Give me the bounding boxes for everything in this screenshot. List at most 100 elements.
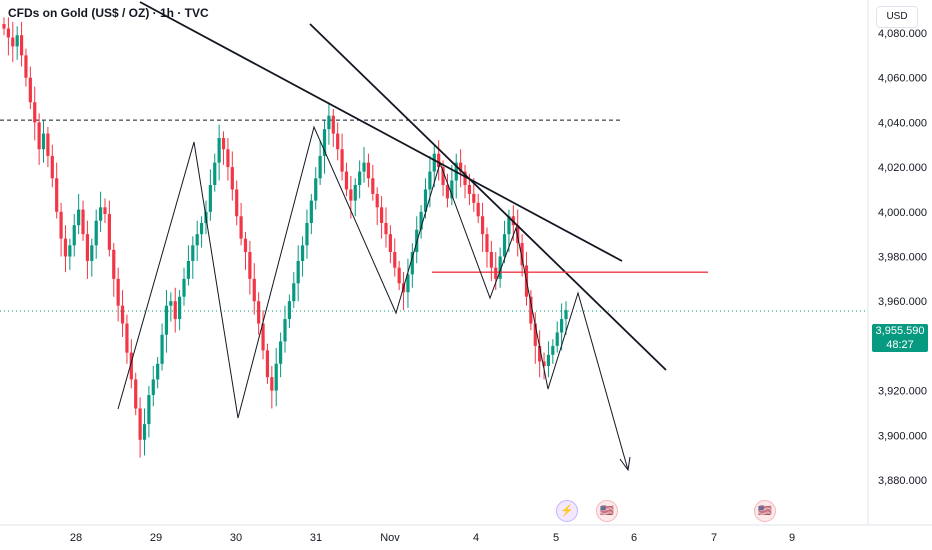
candle-body: [533, 323, 537, 346]
candle-body: [261, 323, 265, 351]
candle-body: [340, 149, 344, 172]
x-tick-label: 4: [473, 532, 479, 544]
x-tick-label: 30: [230, 532, 242, 544]
y-tick-label: 4,000.000: [878, 207, 927, 219]
candle-body: [134, 379, 138, 409]
candle-body: [362, 162, 366, 172]
candle-body: [384, 222, 388, 235]
candle-body: [485, 234, 489, 253]
candle-body: [243, 238, 248, 253]
candle-body: [366, 162, 371, 179]
last-price-tag: 3,955.590 48:27: [872, 324, 928, 352]
candle-body: [318, 155, 322, 179]
candle-body: [257, 301, 261, 324]
candle-body: [151, 379, 155, 396]
candle-body: [270, 377, 274, 391]
candle-body: [314, 178, 318, 201]
candle-body: [77, 209, 81, 226]
candle-body: [230, 167, 234, 190]
candle-body: [37, 122, 41, 150]
candle-body: [63, 238, 68, 257]
candle-body: [331, 115, 335, 134]
candle-body: [15, 35, 19, 47]
candle-body: [85, 234, 90, 261]
candle-body: [283, 319, 287, 342]
candle-body: [564, 310, 568, 320]
candle-body: [489, 252, 493, 268]
candle-body: [98, 207, 103, 221]
candle-body: [560, 319, 564, 333]
currency-button[interactable]: USD: [876, 6, 918, 28]
candle-body: [248, 252, 252, 279]
x-tick-label: 29: [150, 532, 162, 544]
candle-body: [41, 133, 46, 150]
event-icon-us-flag[interactable]: 🇺🇸: [596, 500, 618, 522]
candle-body: [379, 207, 384, 223]
candle-body: [538, 345, 542, 362]
zigzag-path: [117, 125, 629, 471]
candle-body: [265, 350, 270, 378]
candle-body: [274, 363, 278, 391]
candle-body: [142, 424, 147, 440]
candle-body: [191, 245, 195, 261]
trend-line-1: [139, 1, 623, 262]
candle-body: [419, 211, 423, 230]
candle-body: [406, 274, 410, 293]
candle-body: [467, 184, 472, 194]
candle-body: [410, 252, 414, 275]
candle-body: [173, 301, 177, 320]
candle-body: [195, 234, 199, 246]
candle-body: [94, 220, 98, 246]
candle-body: [472, 193, 476, 203]
x-tick-label: 6: [631, 532, 637, 544]
candle-body: [463, 171, 467, 185]
candle-body: [296, 260, 300, 284]
candle-body: [213, 162, 217, 185]
y-tick-label: 4,080.000: [878, 28, 927, 40]
x-tick-label: 28: [70, 532, 82, 544]
candle-body: [252, 278, 256, 302]
candle-body: [480, 216, 485, 235]
trend-line-2: [309, 23, 667, 371]
candle-body: [182, 278, 186, 297]
event-icon-us-flag-2[interactable]: 🇺🇸: [754, 500, 776, 522]
candle-body: [235, 189, 239, 217]
candle-body: [28, 77, 32, 103]
candle-body: [309, 200, 313, 223]
y-tick-label: 3,960.000: [878, 296, 927, 308]
candle-body: [437, 153, 441, 168]
candle-body: [169, 301, 173, 306]
arrowhead: [619, 456, 631, 472]
candle-body: [327, 115, 331, 130]
candle-body: [498, 256, 502, 279]
candle-body: [397, 267, 401, 284]
candle-body: [81, 209, 85, 235]
candle-body: [11, 37, 15, 47]
y-tick-label: 3,900.000: [878, 430, 927, 442]
x-tick-label: Nov: [380, 532, 400, 544]
candle-body: [459, 162, 463, 172]
candle-body: [507, 216, 511, 235]
candle-body: [178, 296, 182, 320]
x-tick-label: 31: [310, 532, 322, 544]
candle-body: [226, 149, 230, 168]
candle-body: [423, 189, 428, 212]
candle-body: [494, 267, 498, 279]
candle-body: [24, 55, 28, 78]
candle-body: [125, 323, 129, 353]
candle-body: [90, 245, 94, 261]
candle-body: [221, 138, 226, 150]
candle-body: [199, 222, 204, 235]
y-tick-label: 3,920.000: [878, 386, 927, 398]
y-tick-label: 3,880.000: [878, 475, 927, 487]
candle-body: [445, 184, 450, 199]
candle-body: [208, 184, 212, 212]
candle-body: [107, 214, 111, 250]
candle-body: [217, 138, 221, 163]
candle-body: [305, 222, 309, 246]
event-icon-lightning[interactable]: ⚡: [556, 500, 578, 522]
candle-body: [555, 332, 559, 346]
candle-body: [353, 184, 357, 201]
